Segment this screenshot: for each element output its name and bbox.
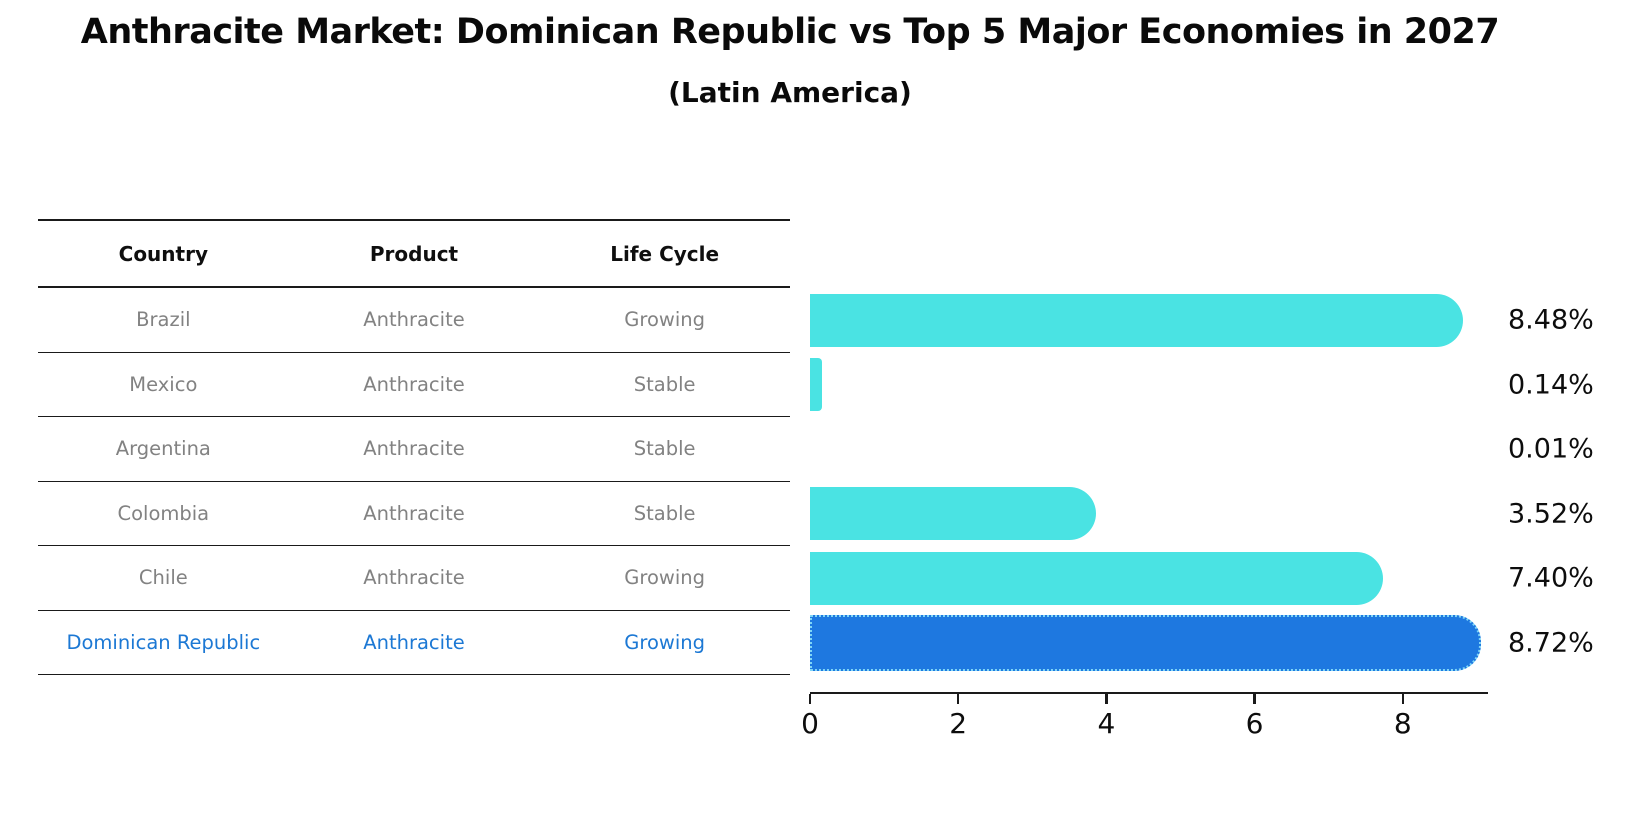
product-cell: Anthracite bbox=[363, 372, 465, 396]
table-row-dominican-republic: Dominican Republic Anthracite Growing bbox=[38, 611, 790, 675]
x-axis-tick-label: 8 bbox=[1393, 707, 1412, 740]
table-row-colombia: Colombia Anthracite Stable bbox=[38, 482, 790, 546]
x-axis-line bbox=[810, 691, 1488, 695]
country-cell: Dominican Republic bbox=[66, 630, 261, 654]
life-cycle-cell: Stable bbox=[633, 372, 696, 396]
country-cell: Argentina bbox=[115, 437, 211, 461]
country-cell: Chile bbox=[138, 566, 188, 590]
value-label: 0.14% bbox=[1508, 369, 1594, 401]
country-cell: Colombia bbox=[117, 501, 210, 525]
x-axis-tick bbox=[1253, 694, 1256, 704]
value-label: 7.40% bbox=[1508, 562, 1594, 594]
value-label: 3.52% bbox=[1508, 498, 1594, 530]
table-row-mexico: Mexico Anthracite Stable bbox=[38, 353, 790, 417]
value-label: 8.48% bbox=[1508, 304, 1594, 336]
product-cell: Anthracite bbox=[363, 566, 465, 590]
x-axis-tick-label: 0 bbox=[801, 707, 819, 740]
product-cell: Anthracite bbox=[363, 308, 465, 332]
bar-colombia bbox=[810, 487, 1096, 541]
country-table: Country Product Life Cycle Brazil Anthra… bbox=[38, 219, 790, 675]
bar-dominican-republic bbox=[810, 614, 1482, 671]
life-cycle-cell: Growing bbox=[624, 566, 706, 590]
table-header-row: Country Product Life Cycle bbox=[38, 219, 790, 288]
column-header-product: Product bbox=[369, 241, 459, 266]
chart-title: Anthracite Market: Dominican Republic vs… bbox=[80, 12, 1500, 52]
bar-mexico bbox=[810, 358, 823, 412]
table-row-brazil: Brazil Anthracite Growing bbox=[38, 288, 790, 353]
x-axis-tick bbox=[1401, 694, 1405, 704]
x-axis-tick bbox=[956, 694, 960, 704]
value-label: 8.72% bbox=[1508, 627, 1594, 659]
bar-chile bbox=[810, 551, 1384, 605]
life-cycle-cell: Growing bbox=[624, 308, 706, 332]
life-cycle-cell: Stable bbox=[633, 501, 696, 525]
life-cycle-cell: Growing bbox=[624, 630, 706, 654]
table-row-argentina: Argentina Anthracite Stable bbox=[38, 417, 790, 482]
table-row-chile: Chile Anthracite Growing bbox=[38, 546, 790, 611]
x-axis-tick-label: 4 bbox=[1097, 707, 1116, 740]
x-axis-tick-label: 6 bbox=[1245, 707, 1264, 740]
bar-brazil bbox=[810, 293, 1464, 347]
country-cell: Brazil bbox=[136, 308, 191, 332]
column-header-country: Country bbox=[118, 241, 208, 266]
country-cell: Mexico bbox=[129, 372, 198, 396]
product-cell: Anthracite bbox=[363, 630, 465, 654]
x-axis-tick-label: 2 bbox=[949, 707, 968, 740]
product-cell: Anthracite bbox=[363, 437, 465, 461]
product-cell: Anthracite bbox=[363, 501, 465, 525]
x-axis-tick bbox=[1105, 694, 1108, 704]
value-label: 0.01% bbox=[1508, 433, 1594, 465]
chart-subtitle: (Latin America) bbox=[668, 76, 912, 109]
x-axis-tick bbox=[808, 694, 812, 704]
life-cycle-cell: Stable bbox=[633, 437, 696, 461]
column-header-life-cycle: Life Cycle bbox=[610, 241, 720, 266]
